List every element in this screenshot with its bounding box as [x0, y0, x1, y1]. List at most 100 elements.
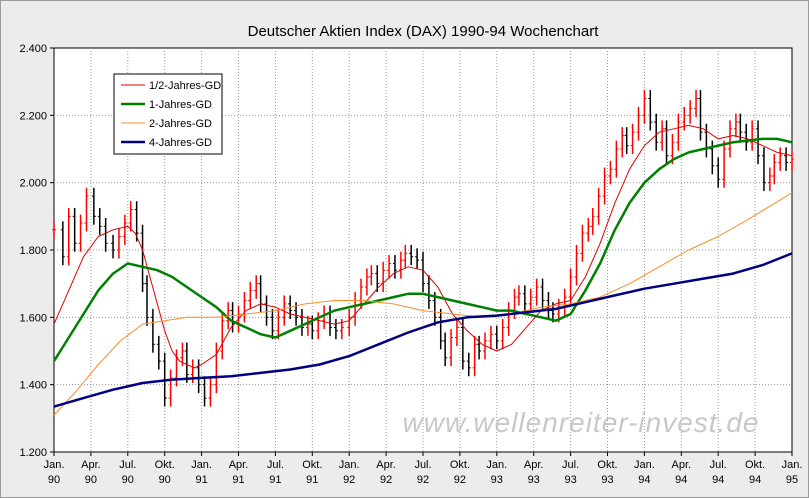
- x-tick-year: 95: [786, 474, 798, 486]
- price-bar: [122, 214, 127, 245]
- price-bar: [208, 376, 213, 407]
- x-tick-month: Okt.: [155, 459, 175, 471]
- price-bar: [409, 244, 414, 266]
- price-bar: [466, 352, 471, 377]
- price-bar: [443, 332, 448, 367]
- x-tick-month: Jan.: [486, 459, 507, 471]
- price-bar: [630, 123, 635, 155]
- x-tick-month: Jan.: [191, 459, 212, 471]
- price-bar: [97, 207, 102, 235]
- legend-label: 1/2-Jahres-GD: [149, 80, 221, 92]
- x-tick-year: 94: [638, 474, 650, 486]
- price-bar: [264, 295, 269, 326]
- x-tick-year: 93: [601, 474, 613, 486]
- price-bar: [648, 90, 653, 131]
- x-tick-year: 91: [306, 474, 318, 486]
- x-tick-year: 93: [491, 474, 503, 486]
- x-tick-year: 90: [48, 474, 60, 486]
- price-bar: [150, 308, 155, 353]
- x-tick-month: Jul.: [267, 459, 284, 471]
- price-bar: [590, 207, 595, 235]
- price-bar: [282, 295, 287, 326]
- price-bar: [698, 90, 703, 141]
- price-bar: [790, 150, 794, 171]
- price-bar: [220, 312, 225, 360]
- price-bar: [91, 187, 96, 225]
- y-tick-label: 1.800: [19, 245, 47, 257]
- price-bar: [580, 224, 585, 262]
- legend-label: 2-Jahres-GD: [149, 118, 212, 130]
- price-bar: [744, 123, 749, 151]
- price-bar: [168, 369, 173, 407]
- price-bar: [596, 187, 601, 225]
- price-bar: [750, 120, 755, 151]
- price-bar: [534, 278, 539, 306]
- legend: 1/2-Jahres-GD 1-Jahres-GD 2-Jahres-GD 4-Jah…: [113, 73, 223, 155]
- price-bar: [733, 113, 738, 138]
- price-bar: [364, 268, 369, 296]
- y-tick-label: 2.400: [19, 43, 47, 55]
- x-tick-month: Apr.: [229, 459, 249, 471]
- price-bar: [347, 308, 352, 336]
- x-tick-month: Apr.: [81, 459, 101, 471]
- price-bar: [52, 221, 56, 239]
- price-bar: [156, 335, 161, 370]
- x-tick-year: 91: [195, 474, 207, 486]
- watermark-text: www.wellenreiter-invest.de: [403, 407, 760, 438]
- price-bar: [84, 187, 89, 232]
- price-series: [52, 90, 794, 407]
- y-axis: 1.200 1.400 1.600 1.800 2.000 2.200 2.400: [19, 43, 54, 459]
- y-tick-label: 2.200: [19, 110, 47, 122]
- price-bar: [134, 201, 139, 242]
- price-bar: [449, 329, 454, 367]
- price-bar: [276, 308, 281, 340]
- price-bar: [574, 244, 579, 286]
- x-tick-month: Okt.: [450, 459, 470, 471]
- y-tick-label: 1.600: [19, 312, 47, 324]
- price-bar: [614, 140, 619, 178]
- price-bar: [387, 255, 392, 279]
- x-tick-year: 91: [232, 474, 244, 486]
- price-bar: [540, 278, 545, 309]
- price-bar: [270, 308, 275, 340]
- x-tick-month: Jan.: [782, 459, 803, 471]
- x-tick-year: 90: [159, 474, 171, 486]
- x-tick-year: 92: [343, 474, 355, 486]
- price-bar: [454, 319, 459, 346]
- price-bar: [375, 265, 380, 293]
- series-line-2: [53, 192, 793, 416]
- series-line-0: [53, 124, 793, 369]
- price-bar: [494, 325, 499, 350]
- x-tick-year: 94: [749, 474, 761, 486]
- price-bar: [738, 113, 743, 141]
- chart-title: Deutscher Aktien Index (DAX) 1990-94 Woc…: [248, 23, 600, 40]
- price-bar: [642, 90, 647, 124]
- x-tick-year: 90: [85, 474, 97, 486]
- price-bar: [654, 113, 659, 151]
- price-bar: [111, 234, 116, 259]
- x-tick-month: Okt.: [745, 459, 765, 471]
- price-bar: [767, 167, 772, 192]
- x-tick-month: Apr.: [672, 459, 692, 471]
- price-bar: [403, 244, 408, 269]
- price-bar: [722, 140, 727, 188]
- price-bar: [602, 167, 607, 205]
- price-bar: [116, 228, 121, 259]
- price-bar: [716, 157, 721, 188]
- price-bar: [761, 147, 766, 192]
- price-bar: [620, 127, 625, 158]
- price-bar: [333, 319, 338, 340]
- x-tick-year: 93: [528, 474, 540, 486]
- price-bar: [140, 224, 145, 293]
- price-bar: [472, 335, 477, 377]
- series-line-1: [52, 137, 793, 362]
- x-tick-year: 90: [122, 474, 134, 486]
- x-tick-month: Jan.: [634, 459, 655, 471]
- x-tick-year: 91: [269, 474, 281, 486]
- price-bar: [128, 201, 133, 232]
- x-tick-month: Apr.: [376, 459, 396, 471]
- price-bar: [664, 120, 669, 165]
- x-tick-month: Jan.: [339, 459, 360, 471]
